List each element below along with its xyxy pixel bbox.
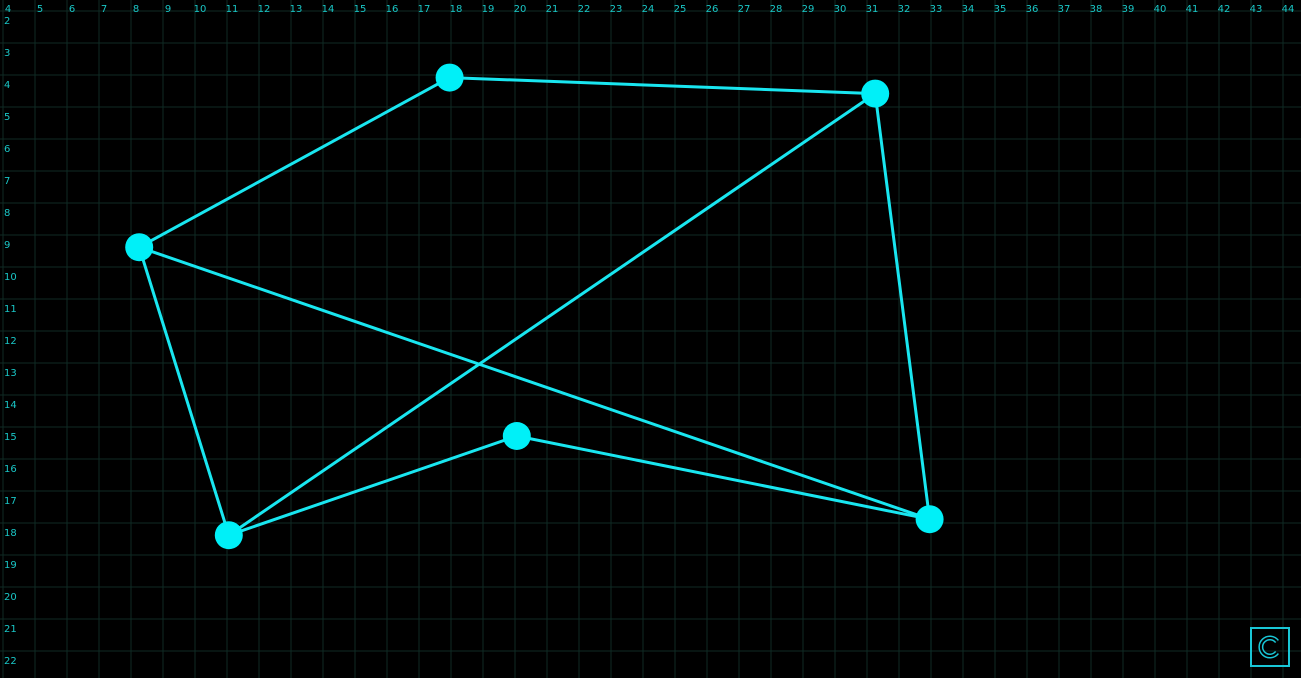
x-tick-label: 8	[133, 4, 139, 15]
x-tick-label: 25	[674, 4, 687, 15]
y-tick-label: 14	[4, 400, 17, 411]
x-tick-label: 37	[1058, 4, 1071, 15]
x-tick-label: 40	[1154, 4, 1167, 15]
x-tick-label: 28	[770, 4, 783, 15]
x-tick-label: 6	[69, 4, 75, 15]
x-tick-label: 12	[258, 4, 271, 15]
node-A[interactable]	[435, 63, 464, 92]
node-E[interactable]	[915, 505, 944, 534]
x-tick-label: 16	[386, 4, 399, 15]
node-D[interactable]	[502, 422, 531, 450]
edges	[137, 76, 932, 537]
edge-A-C	[137, 76, 452, 249]
y-tick-label: 7	[4, 176, 10, 187]
x-tick-label: 15	[354, 4, 367, 15]
node-C[interactable]	[125, 233, 154, 262]
x-tick-label: 13	[290, 4, 303, 15]
x-tick-label: 11	[226, 4, 239, 15]
x-tick-label: 7	[101, 4, 107, 15]
edge-F-D	[227, 434, 519, 537]
x-tick-label: 24	[642, 4, 655, 15]
y-tick-label: 10	[4, 272, 17, 283]
x-tick-label: 23	[610, 4, 623, 15]
y-tick-label: 21	[4, 624, 17, 635]
node-B[interactable]	[861, 79, 890, 108]
x-tick-label: 42	[1218, 4, 1231, 15]
reset-button[interactable]	[1250, 627, 1290, 667]
y-tick-label: 6	[4, 144, 10, 155]
x-tick-label: 43	[1250, 4, 1263, 15]
y-tick-label: 20	[4, 592, 17, 603]
x-tick-label: 5	[37, 4, 43, 15]
y-tick-label: 15	[4, 432, 17, 443]
y-tick-label: 2	[4, 16, 10, 27]
x-tick-label: 38	[1090, 4, 1103, 15]
x-tick-label: 33	[930, 4, 943, 15]
x-tick-label: 22	[578, 4, 591, 15]
x-tick-label: 18	[450, 4, 463, 15]
x-tick-label: 26	[706, 4, 719, 15]
edge-B-E	[873, 92, 932, 521]
y-tick-label: 5	[4, 112, 10, 123]
x-tick-label: 27	[738, 4, 751, 15]
x-tick-label: 39	[1122, 4, 1135, 15]
y-tick-label: 11	[4, 304, 17, 315]
x-tick-label: 36	[1026, 4, 1039, 15]
x-tick-label: 29	[802, 4, 815, 15]
x-tick-label: 44	[1282, 4, 1295, 15]
x-tick-label: 32	[898, 4, 911, 15]
nodes	[125, 63, 944, 550]
y-tick-label: 12	[4, 336, 17, 347]
x-tick-label: 9	[165, 4, 171, 15]
x-tick-label: 4	[5, 4, 11, 15]
y-tick-label: 3	[4, 48, 10, 59]
x-tick-label: 20	[514, 4, 527, 15]
edge-A-B	[448, 76, 877, 96]
y-tick-label: 8	[4, 208, 10, 219]
x-tick-label: 21	[546, 4, 559, 15]
x-tick-label: 35	[994, 4, 1007, 15]
edge-D-E	[515, 434, 932, 521]
edge-C-F	[137, 245, 231, 537]
edge-B-F	[227, 92, 877, 537]
reset-c-icon	[1258, 635, 1279, 659]
x-tick-label: 31	[866, 4, 879, 15]
y-tick-label: 13	[4, 368, 17, 379]
y-tick-label: 17	[4, 496, 17, 507]
y-tick-label: 22	[4, 656, 17, 667]
y-tick-label: 16	[4, 464, 17, 475]
y-tick-label: 9	[4, 240, 10, 251]
y-tick-label: 18	[4, 528, 17, 539]
x-tick-label: 41	[1186, 4, 1199, 15]
node-F[interactable]	[214, 521, 243, 550]
y-tick-label: 19	[4, 560, 17, 571]
x-tick-label: 17	[418, 4, 431, 15]
axis-ticks: 4 5 6 7 8 9 10 11 12 13 14 15 16 17 18 19 20 21 22 23 24 25 26…	[4, 4, 1294, 667]
x-tick-label: 10	[194, 4, 207, 15]
x-tick-label: 30	[834, 4, 847, 15]
x-tick-label: 19	[482, 4, 495, 15]
edge-C-E	[137, 245, 932, 521]
y-tick-label: 4	[4, 80, 10, 91]
x-tick-label: 34	[962, 4, 975, 15]
x-tick-label: 14	[322, 4, 335, 15]
